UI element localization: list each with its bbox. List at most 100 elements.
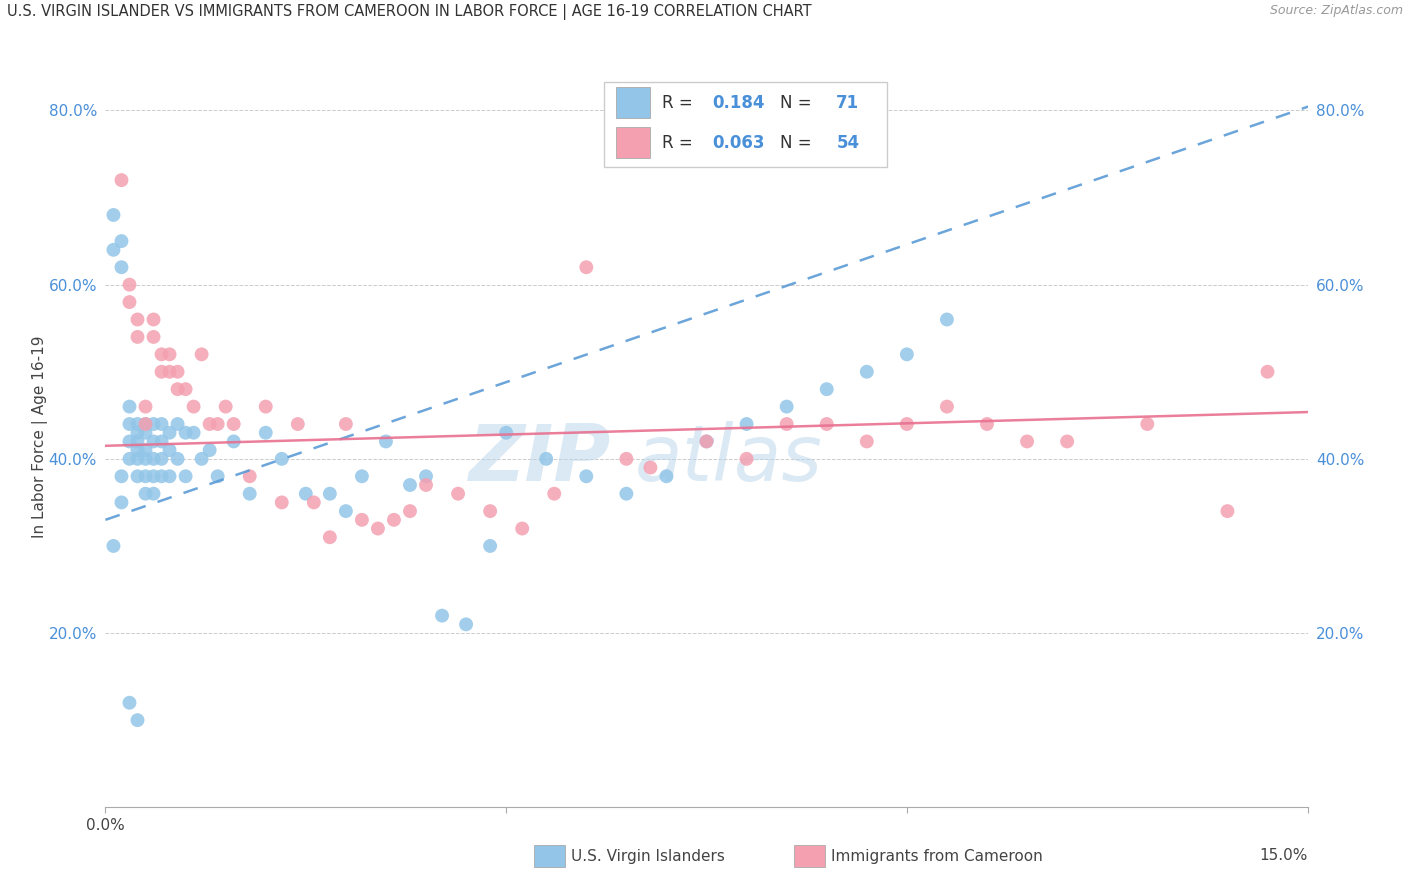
Point xyxy=(142,451,165,466)
Point xyxy=(1216,504,1239,518)
Point xyxy=(118,696,141,710)
Point xyxy=(127,434,149,449)
Point xyxy=(159,469,181,483)
Point xyxy=(166,365,188,379)
Point xyxy=(118,400,141,414)
Point xyxy=(174,382,197,396)
Point xyxy=(118,417,141,431)
Point xyxy=(166,417,188,431)
Point xyxy=(270,495,292,509)
Point xyxy=(287,417,309,431)
Point xyxy=(510,522,533,536)
Point xyxy=(976,417,998,431)
Point xyxy=(382,513,405,527)
Point xyxy=(159,347,181,361)
Point xyxy=(103,243,125,257)
Point xyxy=(454,617,477,632)
Point xyxy=(335,504,357,518)
Point xyxy=(399,478,422,492)
Point xyxy=(936,400,959,414)
Point xyxy=(110,234,132,248)
Point xyxy=(135,425,157,440)
Point xyxy=(855,365,877,379)
Point xyxy=(103,208,125,222)
Point xyxy=(495,425,517,440)
Bar xyxy=(616,87,650,119)
Text: Source: ZipAtlas.com: Source: ZipAtlas.com xyxy=(1270,4,1403,18)
Point xyxy=(110,495,132,509)
Point xyxy=(142,417,165,431)
Point xyxy=(159,365,181,379)
Point xyxy=(1257,365,1279,379)
Point xyxy=(1056,434,1078,449)
Point xyxy=(150,417,173,431)
Point xyxy=(696,434,718,449)
Point xyxy=(127,451,149,466)
Point xyxy=(110,260,132,275)
Point xyxy=(103,539,125,553)
Point xyxy=(135,443,157,458)
Point xyxy=(776,417,799,431)
Point xyxy=(350,469,373,483)
Point xyxy=(896,347,918,361)
Point xyxy=(142,330,165,344)
Text: 0.063: 0.063 xyxy=(713,134,765,152)
Point xyxy=(319,530,342,544)
Point xyxy=(190,347,212,361)
Point xyxy=(479,504,502,518)
Point xyxy=(142,312,165,326)
Point xyxy=(110,469,132,483)
Point xyxy=(430,608,453,623)
Point xyxy=(616,486,638,500)
Point xyxy=(118,295,141,310)
Point xyxy=(575,469,598,483)
Text: ZIP: ZIP xyxy=(468,421,610,498)
Point xyxy=(447,486,470,500)
Point xyxy=(142,469,165,483)
Point xyxy=(142,434,165,449)
Point xyxy=(118,277,141,292)
Point xyxy=(896,417,918,431)
Point xyxy=(174,469,197,483)
Point xyxy=(254,425,277,440)
Point xyxy=(150,365,173,379)
Point xyxy=(135,486,157,500)
Point xyxy=(335,417,357,431)
Point xyxy=(127,469,149,483)
Point xyxy=(350,513,373,527)
Point xyxy=(166,451,188,466)
Point xyxy=(575,260,598,275)
Text: 71: 71 xyxy=(837,95,859,112)
Point xyxy=(239,469,262,483)
Point xyxy=(190,451,212,466)
Point xyxy=(616,451,638,466)
Point xyxy=(735,451,758,466)
Text: 0.184: 0.184 xyxy=(713,95,765,112)
Point xyxy=(815,417,838,431)
Point xyxy=(118,434,141,449)
Point xyxy=(135,417,157,431)
Point xyxy=(815,382,838,396)
Text: R =: R = xyxy=(662,134,697,152)
Point xyxy=(302,495,325,509)
Text: R =: R = xyxy=(662,95,697,112)
Point xyxy=(222,434,245,449)
Point xyxy=(150,434,173,449)
Point xyxy=(374,434,398,449)
FancyBboxPatch shape xyxy=(605,82,887,167)
Point xyxy=(110,173,132,187)
Text: 54: 54 xyxy=(837,134,859,152)
Point xyxy=(198,443,221,458)
Point xyxy=(254,400,277,414)
Text: N =: N = xyxy=(780,134,817,152)
Point xyxy=(222,417,245,431)
Point xyxy=(127,312,149,326)
Point xyxy=(159,425,181,440)
Point xyxy=(174,425,197,440)
Point xyxy=(415,469,437,483)
Point xyxy=(319,486,342,500)
Point xyxy=(150,469,173,483)
Point xyxy=(776,400,799,414)
Point xyxy=(127,443,149,458)
Point xyxy=(118,451,141,466)
